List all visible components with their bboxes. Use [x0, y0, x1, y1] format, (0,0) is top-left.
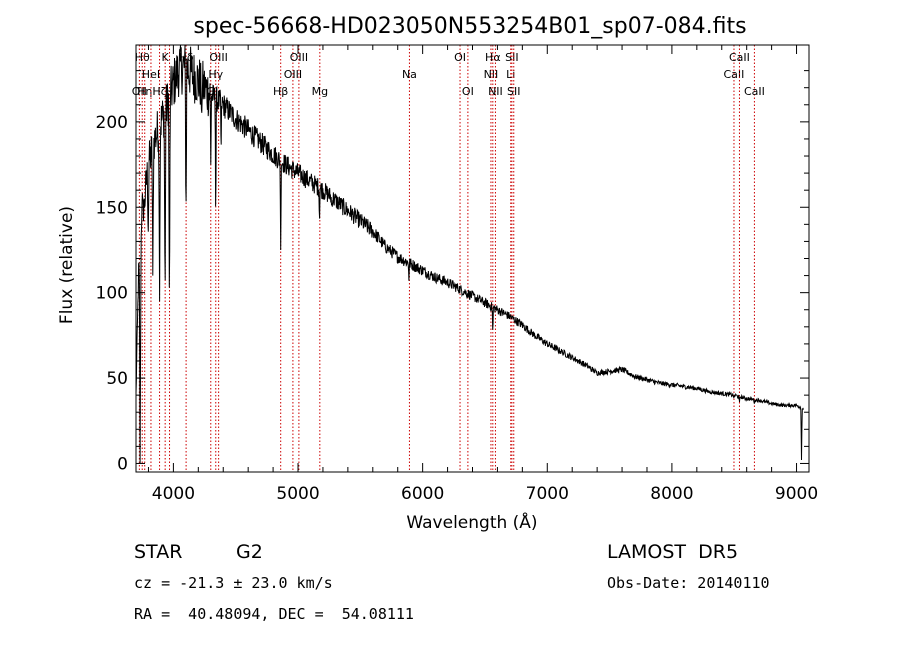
marker-label: Li [506, 68, 515, 81]
object-type: STAR [134, 541, 182, 563]
marker-label: OIII [284, 68, 302, 81]
marker-label: K [162, 51, 170, 64]
marker-label: OI [462, 85, 474, 98]
marker-label: CaII [724, 68, 745, 81]
x-tick-label: 5000 [276, 484, 319, 504]
x-tick-label: 7000 [526, 484, 569, 504]
obs-date: Obs-Date: 20140110 [607, 574, 770, 592]
y-axis-ticks: 0 50 100 150 200 [96, 70, 809, 474]
marker-label: HeI [142, 68, 160, 81]
marker-label: Hζ [152, 85, 166, 98]
y-axis-label: Flux (relative) [57, 206, 77, 324]
redshift-text: cz = -21.3 ± 23.0 km/s [134, 574, 333, 592]
x-tick-label: 8000 [650, 484, 693, 504]
x-tick-label: 4000 [152, 484, 195, 504]
y-tick-label: 100 [96, 284, 128, 304]
marker-label: SII [507, 85, 520, 98]
plot-frame [135, 44, 810, 473]
x-tick-label: 6000 [401, 484, 444, 504]
marker-label: NII [484, 68, 499, 81]
x-axis-ticks: 4000 5000 6000 7000 8000 9000 [147, 45, 818, 504]
marker-label: Hη [137, 85, 152, 98]
survey-name: LAMOST DR5 [607, 541, 738, 563]
marker-label: SII [505, 51, 518, 64]
y-tick-label: 150 [96, 198, 128, 218]
subclass: G2 [236, 541, 263, 563]
marker-label: OIII [290, 51, 308, 64]
marker-label: Hα [485, 51, 501, 64]
chart-title: spec-56668-HD023050N553254B01_sp07-084.f… [193, 14, 746, 39]
line-markers: OIIHθHηHeIHζKHHδGHγOIIIHβOIIIOIIIMgNaOIO… [132, 45, 765, 472]
y-tick-label: 200 [96, 113, 128, 133]
marker-label: CaII [744, 85, 765, 98]
marker-label: Na [402, 68, 417, 81]
x-tick-label: 9000 [775, 484, 818, 504]
marker-label: G [207, 85, 216, 98]
spectrum-line [135, 44, 804, 464]
marker-label: OIII [209, 51, 227, 64]
marker-label: OI [454, 51, 466, 64]
marker-label: H [165, 85, 173, 98]
marker-label: Hβ [273, 85, 288, 98]
y-tick-label: 0 [117, 454, 128, 474]
x-axis-label: Wavelength (Å) [406, 511, 537, 533]
marker-label: Hγ [208, 68, 223, 81]
y-tick-label: 50 [106, 369, 128, 389]
coordinates: RA = 40.48094, DEC = 54.08111 [134, 605, 414, 623]
marker-label: NII [488, 85, 503, 98]
marker-label: CaII [729, 51, 750, 64]
marker-label: Hθ [135, 51, 150, 64]
marker-label: Mg [312, 85, 328, 98]
